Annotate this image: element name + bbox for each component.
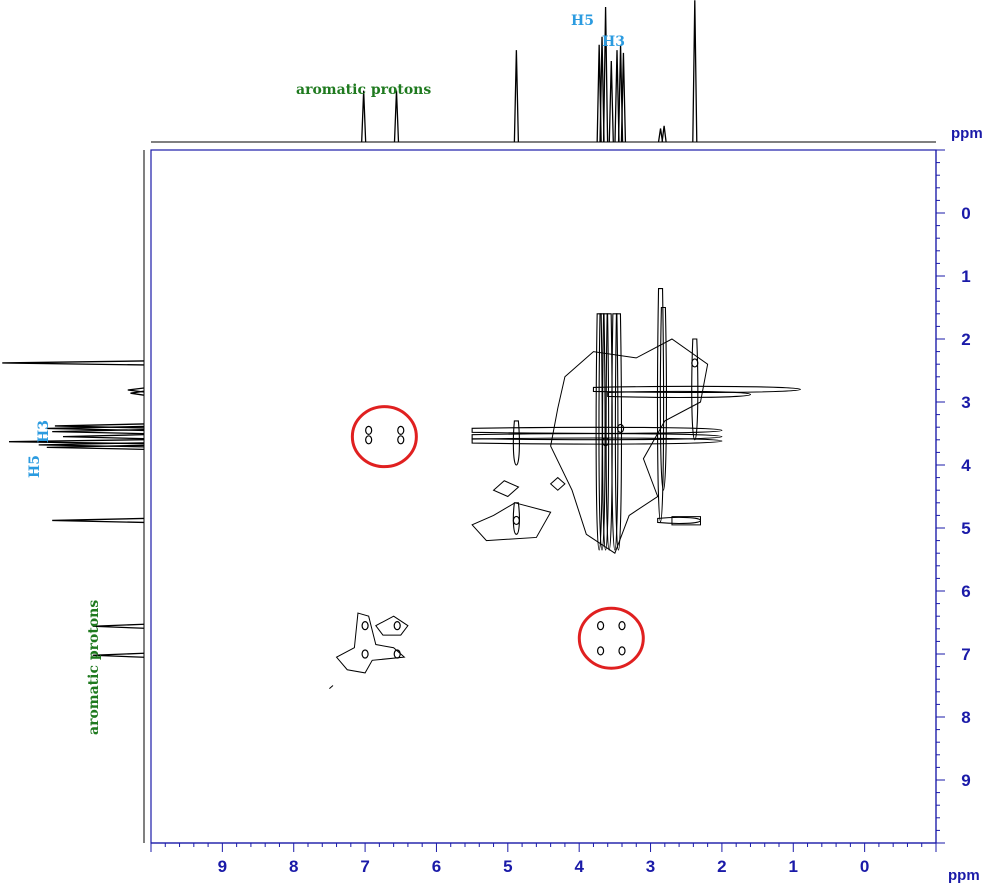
vertical-contour-streak bbox=[611, 313, 619, 551]
left-projection-peak bbox=[62, 434, 145, 440]
highlight-circle bbox=[350, 405, 418, 469]
cross-peak bbox=[397, 435, 405, 445]
y-tick-label: 3 bbox=[961, 393, 970, 412]
y-tick-label: 1 bbox=[961, 267, 970, 286]
left-projection-peak bbox=[92, 623, 145, 629]
aromatic-contour-blob bbox=[335, 612, 406, 674]
cross-peak bbox=[365, 425, 373, 435]
left-projection-peak bbox=[54, 423, 145, 429]
left-aromatic-protons-label: aromatic protons bbox=[86, 600, 102, 735]
left-h3-label: H3 bbox=[36, 420, 52, 443]
x-tick-label: 8 bbox=[289, 857, 298, 876]
cross-peak bbox=[616, 423, 625, 434]
x-tick-label: 7 bbox=[360, 857, 369, 876]
top-projection-peak bbox=[361, 90, 367, 143]
top-projection-peak bbox=[661, 125, 667, 143]
left-projection-peak bbox=[2, 360, 145, 366]
top-projection-unit-label: ppm bbox=[951, 125, 983, 142]
cross-peak bbox=[365, 435, 373, 445]
top-projection-peak bbox=[608, 60, 614, 143]
top-h3-label: H3 bbox=[602, 34, 625, 50]
y-tick-label: 4 bbox=[961, 456, 971, 475]
vertical-contour-streak bbox=[601, 313, 610, 551]
top-projection-peak bbox=[657, 128, 664, 143]
cross-peak bbox=[512, 515, 520, 526]
horizontal-contour-streak bbox=[657, 516, 702, 525]
highlight-circle bbox=[577, 606, 645, 670]
cross-peak bbox=[361, 621, 369, 631]
x-tick-label: 9 bbox=[218, 857, 227, 876]
horizontal-contour-streak bbox=[471, 437, 723, 445]
contour-blob bbox=[492, 480, 520, 498]
x-tick-label: 4 bbox=[574, 857, 584, 876]
horizontal-contour-streak bbox=[607, 390, 752, 399]
vertical-contour-streak bbox=[614, 313, 623, 551]
top-projection-peak bbox=[599, 36, 605, 143]
top-projection-peak bbox=[614, 50, 620, 143]
left-projection-peak bbox=[92, 652, 145, 658]
y-tick-label: 8 bbox=[961, 708, 970, 727]
plot-frame bbox=[150, 149, 937, 844]
x-axis-unit-label: ppm bbox=[948, 867, 980, 884]
horizontal-contour-streak bbox=[471, 433, 723, 441]
x-tick-label: 0 bbox=[860, 857, 869, 876]
x-tick-label: 2 bbox=[717, 857, 726, 876]
contour-region bbox=[329, 288, 801, 690]
horizontal-contour-streak bbox=[471, 426, 723, 434]
x-tick-label: 3 bbox=[646, 857, 655, 876]
vertical-contour-streak bbox=[512, 502, 520, 535]
cross-peak bbox=[618, 646, 626, 656]
cross-peak bbox=[361, 649, 369, 659]
contour-blob bbox=[471, 502, 552, 542]
cross-peak bbox=[691, 358, 699, 368]
y-tick-label: 5 bbox=[961, 519, 970, 538]
left-projection-spectrum bbox=[2, 150, 145, 843]
left-projection-peak bbox=[127, 387, 145, 393]
left-projection-peak bbox=[52, 517, 145, 524]
cross-peak bbox=[397, 425, 405, 435]
y-tick-label: 0 bbox=[961, 204, 970, 223]
top-projection-peak bbox=[602, 6, 609, 143]
cross-peak bbox=[618, 621, 626, 631]
y-tick-label: 7 bbox=[961, 645, 970, 664]
aromatic-contour-blob bbox=[375, 615, 409, 636]
horizontal-contour-streak bbox=[592, 385, 801, 393]
vertical-contour-streak bbox=[691, 338, 699, 441]
cross-peak bbox=[601, 437, 610, 447]
y-tick-label: 6 bbox=[961, 582, 970, 601]
x-tick-label: 5 bbox=[503, 857, 512, 876]
top-projection-peak bbox=[393, 90, 400, 143]
contour-speck bbox=[329, 685, 334, 690]
x-tick-label: 6 bbox=[432, 857, 441, 876]
y-axis: 0 1 2 3 4 5 6 7 8 9 bbox=[935, 149, 971, 844]
y-tick-label: 2 bbox=[961, 330, 970, 349]
vertical-contour-streak bbox=[598, 313, 606, 551]
left-h5-label: H5 bbox=[27, 455, 43, 478]
top-projection-peak bbox=[620, 52, 627, 143]
cross-peak bbox=[596, 646, 605, 656]
x-tick-label: 1 bbox=[789, 857, 798, 876]
top-projection-peak bbox=[692, 0, 698, 143]
contour-blob bbox=[549, 476, 566, 491]
y-tick-label: 9 bbox=[961, 771, 970, 790]
top-projection-spectrum bbox=[151, 0, 936, 143]
highlight-circles bbox=[350, 405, 645, 670]
x-axis: 9 8 7 6 5 4 3 2 1 0 bbox=[150, 842, 937, 876]
diagonal-contour-blob bbox=[550, 338, 709, 554]
left-projection-peak bbox=[8, 439, 145, 445]
top-h5-label: H5 bbox=[571, 13, 594, 29]
top-projection-peak bbox=[513, 50, 520, 143]
contour-blob bbox=[671, 516, 701, 526]
cross-peak bbox=[393, 649, 401, 659]
cross-peak bbox=[596, 621, 605, 631]
top-aromatic-protons-label: aromatic protons bbox=[296, 82, 431, 98]
cross-peak bbox=[393, 621, 401, 631]
